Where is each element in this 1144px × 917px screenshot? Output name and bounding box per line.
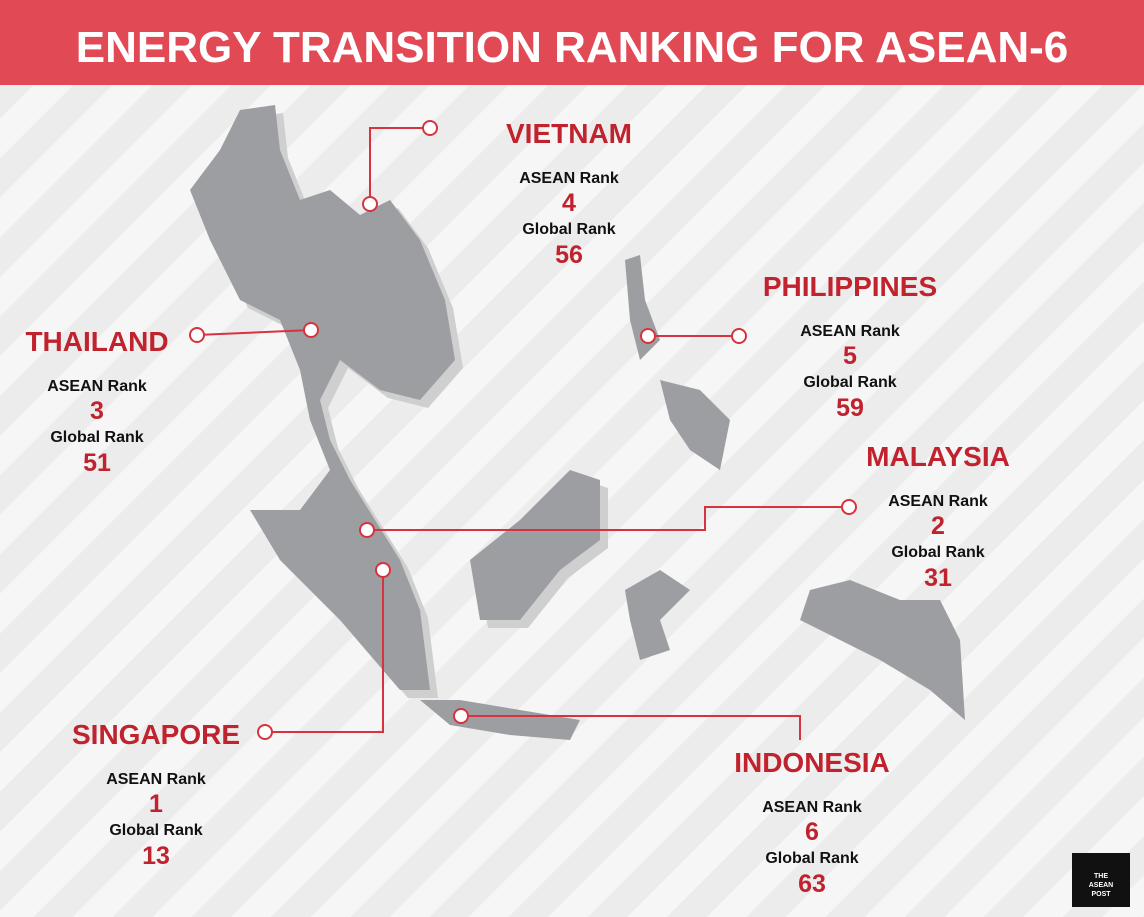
country-name: INDONESIA	[734, 747, 890, 778]
marker	[362, 196, 378, 212]
connector	[461, 715, 801, 740]
header-band	[0, 0, 1144, 85]
mindanao	[660, 380, 730, 470]
java	[420, 700, 580, 740]
country-name: SINGAPORE	[72, 719, 240, 750]
country-name: VIETNAM	[506, 118, 632, 149]
rank-label: ASEAN Rank	[888, 493, 988, 510]
rank-label: ASEAN Rank	[762, 799, 862, 816]
marker	[359, 522, 375, 538]
rank-value: 63	[798, 870, 826, 898]
rank-label: ASEAN Rank	[800, 323, 900, 340]
logo-text: POST	[1091, 891, 1111, 898]
rank-value: 56	[555, 241, 583, 269]
connector	[369, 127, 430, 204]
marker	[303, 322, 319, 338]
mainland	[190, 105, 455, 690]
rank-label: ASEAN Rank	[47, 378, 147, 395]
rank-value: 3	[90, 397, 104, 425]
rank-label: Global Rank	[803, 374, 896, 391]
rank-value: 31	[924, 564, 952, 592]
marker	[640, 328, 656, 344]
rank-label: Global Rank	[109, 822, 202, 839]
logo-box	[1072, 853, 1130, 907]
marker	[422, 120, 438, 136]
sulawesi	[625, 570, 690, 660]
connector	[196, 329, 312, 336]
marker	[731, 328, 747, 344]
rank-value: 2	[931, 512, 945, 540]
rank-value: 13	[142, 842, 170, 870]
rank-label: Global Rank	[891, 544, 984, 561]
marker	[189, 327, 205, 343]
marker	[375, 562, 391, 578]
borneo	[470, 470, 600, 620]
title: ENERGY TRANSITION RANKING FOR ASEAN-6	[76, 23, 1069, 72]
marker	[841, 499, 857, 515]
marker	[453, 708, 469, 724]
rank-label: ASEAN Rank	[519, 170, 619, 187]
logo-text: ASEAN	[1089, 882, 1114, 889]
rank-value: 4	[562, 189, 576, 217]
logo: THE ASEAN POST	[1072, 853, 1130, 907]
country-name: MALAYSIA	[866, 441, 1010, 472]
rank-value: 51	[83, 449, 111, 477]
rank-value: 5	[843, 342, 857, 370]
rank-value: 1	[149, 790, 163, 818]
rank-value: 6	[805, 818, 819, 846]
connector	[265, 570, 384, 733]
connectors	[189, 120, 857, 740]
country-name: THAILAND	[25, 326, 168, 357]
rank-label: Global Rank	[50, 429, 143, 446]
connector	[367, 506, 849, 531]
luzon	[625, 255, 660, 360]
map	[190, 105, 965, 740]
rank-label: Global Rank	[765, 850, 858, 867]
marker	[257, 724, 273, 740]
rank-value: 59	[836, 394, 864, 422]
rank-label: Global Rank	[522, 221, 615, 238]
papua	[800, 580, 965, 720]
logo-text: THE	[1094, 873, 1108, 880]
rank-label: ASEAN Rank	[106, 771, 206, 788]
country-name: PHILIPPINES	[763, 271, 937, 302]
